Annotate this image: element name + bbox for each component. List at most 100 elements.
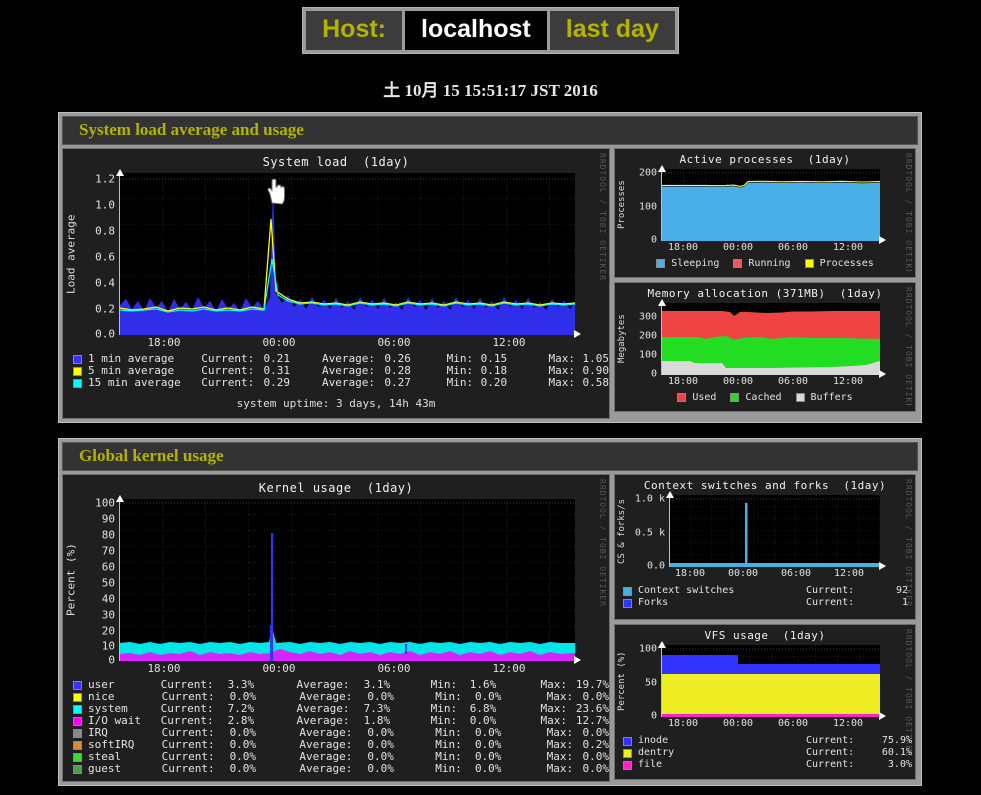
graph-system-load[interactable]: RRDTOOL / TOBI OETIKER System load (1day… [62,148,610,419]
legend-swatch-icon [656,259,666,268]
graph-title-memory-allocation: Memory allocation (371MB) (1day) [647,287,883,300]
graph-kernel-usage[interactable]: RRDTOOL / TOBI OETIKER Kernel usage (1da… [62,474,610,782]
legend-label: Buffers [810,392,853,403]
legend-label: Processes [819,258,874,269]
legend-context-switches: Context switches Current: 92 Forks Curre… [615,582,915,611]
legend-item: Sleeping [656,258,719,269]
yaxis-arrow-icon [658,641,666,648]
legend-swatch-icon [73,752,82,762]
plot-area-kernel-usage[interactable] [116,495,581,664]
host-name-value[interactable]: localhost [405,11,547,50]
legend-swatch-icon [73,764,82,774]
legend-label: Sleeping [671,258,720,269]
legend-item: steal Current: 0.0% Average: 0.0% Min: 0… [73,751,609,763]
plot-area-context-switches[interactable] [666,491,886,570]
rrdtool-watermark: RRDTOOL / TOBI OETIKER [598,479,607,607]
time-range-label[interactable]: last day [549,11,675,50]
legend-item: softIRQ Current: 0.0% Average: 0.0% Min:… [73,739,609,751]
plot-svg-active-processes [662,169,880,241]
legend-swatch-icon [730,393,740,402]
rrdtool-watermark: RRDTOOL / TOBI OETIKER [904,479,913,607]
rrdtool-watermark: RRDTOOL / TOBI OETIKER [904,629,913,757]
legend-item: nice Current: 0.0% Average: 0.0% Min: 0.… [73,691,609,703]
legend-label: 1 min average [88,352,175,365]
plot-area-memory-allocation[interactable] [658,299,886,378]
legend-swatch-icon [804,259,814,268]
legend-label: system [88,702,128,715]
xaxis-ticks-vfs-usage: 18:00 00:00 06:00 12:00 [667,718,864,729]
xaxis-ticks-kernel-usage: 18:00 00:00 06:00 12:00 [147,662,526,675]
system-uptime-text: system uptime: 3 days, 14h 43m [236,397,436,410]
yaxis-arrow-icon [658,299,666,306]
yaxis-ticks-kernel-usage: 100 90 80 70 60 50 40 30 20 10 0 [95,496,115,667]
legend-label: user [88,678,115,691]
yaxis-label-context-switches: CS & forks/s [617,498,627,564]
legend-swatch-icon [73,692,82,702]
yaxis-label-vfs-usage: Percent (%) [617,651,627,711]
legend-swatch-icon [623,736,632,746]
legend-vfs-usage: inode Current: 75.9% dentry Current: 60.… [615,732,915,773]
yaxis-arrow-icon [666,491,674,498]
legend-label: 5 min average [88,364,175,377]
xaxis-arrow-icon [879,370,886,378]
legend-item: 15 min average Current: 0.29 Average: 0.… [73,377,609,389]
legend-swatch-icon [623,748,632,758]
legend-label: Running [748,258,791,269]
graph-memory-allocation[interactable]: RRDTOOL / TOBI OETIKER Memory allocation… [614,282,916,412]
xaxis-arrow-icon [879,562,886,570]
legend-label: inode [638,735,669,746]
legend-item: Cached [730,392,782,403]
legend-system-load: 1 min average Current: 0.21 Average: 0.2… [63,350,609,391]
graph-title-kernel-usage: Kernel usage (1day) [258,481,414,495]
xaxis-ticks-active-processes: 18:00 00:00 06:00 12:00 [667,242,864,253]
legend-label: softIRQ [88,738,135,751]
yaxis-arrow-icon [116,169,124,176]
plot-svg-kernel-usage [120,499,575,661]
legend-label: Used [692,392,717,403]
graph-context-switches[interactable]: RRDTOOL / TOBI OETIKER Context switches … [614,474,916,620]
legend-active-processes: Sleeping Running Processes [615,256,915,271]
legend-swatch-icon [73,704,82,714]
legend-label: nice [88,690,115,703]
legend-swatch-icon [73,378,82,388]
graph-active-processes[interactable]: RRDTOOL / TOBI OETIKER Active processes … [614,148,916,278]
xaxis-arrow-icon [574,656,581,664]
legend-swatch-icon [73,680,82,690]
legend-label: dentry [638,747,675,758]
legend-item: 5 min average Current: 0.31 Average: 0.2… [73,365,609,377]
section-global-kernel-usage: Global kernel usage RRDTOOL / TOBI OETIK… [58,438,922,786]
plot-svg-context-switches [670,495,880,567]
legend-item: dentry Current: 60.1% [623,747,915,759]
host-label: Host: [306,11,403,50]
legend-label: IRQ [88,726,108,739]
yaxis-arrow-icon [658,165,666,172]
rrdtool-watermark: RRDTOOL / TOBI OETIKER [598,153,607,281]
legend-label: I/O wait [88,714,141,727]
legend-swatch-icon [73,728,82,738]
legend-item: I/O wait Current: 2.8% Average: 1.8% Min… [73,715,609,727]
plot-area-system-load[interactable] [116,169,581,338]
graph-title-vfs-usage: VFS usage (1day) [704,629,826,642]
legend-swatch-icon [73,716,82,726]
legend-label: guest [88,762,122,775]
legend-swatch-icon [73,366,82,376]
legend-item: inode Current: 75.9% [623,735,915,747]
graph-title-system-load: System load (1day) [262,155,410,169]
legend-item: Running [733,258,791,269]
legend-kernel-usage: user Current: 3.3% Average: 3.1% Min: 1.… [63,676,609,777]
yaxis-ticks-memory-allocation: 300 200 100 0 [638,311,657,380]
xaxis-arrow-icon [574,330,581,338]
graph-title-context-switches: Context switches and forks (1day) [643,479,887,492]
legend-label: file [638,759,663,770]
plot-svg-system-load [120,173,575,335]
legend-item: system Current: 7.2% Average: 7.3% Min: … [73,703,609,715]
plot-svg-vfs-usage [662,645,880,717]
section-system-load: System load average and usage RRDTOOL / … [58,112,922,423]
rrdtool-watermark: RRDTOOL / TOBI OETIKER [904,153,913,271]
host-selector: Host: localhost last day [302,7,679,54]
graph-vfs-usage[interactable]: RRDTOOL / TOBI OETIKER VFS usage (1day) … [614,624,916,780]
plot-area-vfs-usage[interactable] [658,641,886,720]
plot-area-active-processes[interactable] [658,165,886,244]
legend-swatch-icon [623,760,632,770]
legend-label: Cached [745,392,782,403]
